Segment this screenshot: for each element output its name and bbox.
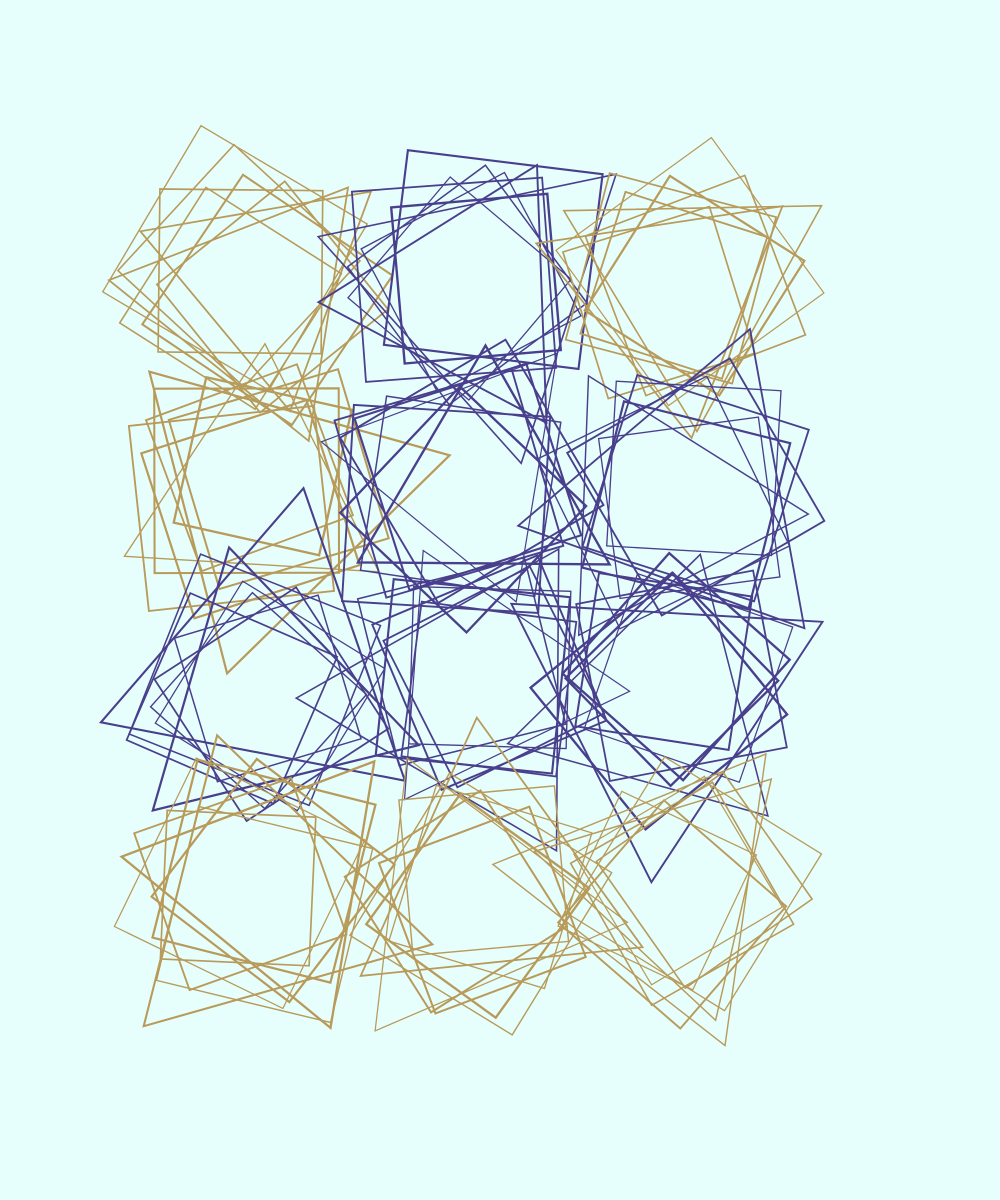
square-outline [536,375,791,630]
square-outline [583,174,806,398]
shape-cluster-r4-c2 [343,715,645,1036]
shape-cluster-r3-c3 [506,551,825,885]
triangle-outline [534,205,784,440]
triangle-outline [491,752,767,1047]
shape-cluster-r1-c1 [101,124,394,443]
triangle-outline [533,778,773,1022]
square-outline [157,188,324,355]
triangle-outline [142,733,435,1028]
triangle-outline [107,186,350,443]
square-outline [333,367,565,599]
shape-cluster-r2-c3 [516,327,826,637]
triangle-outline [506,552,769,817]
triangle-outline [359,715,645,977]
square-outline [360,171,582,394]
shape-cluster-r4-c1 [113,733,435,1031]
square-outline [555,136,825,407]
square-outline [139,398,361,620]
square-outline [151,758,377,984]
square-outline [606,380,782,557]
square-outline [575,569,788,783]
shape-cluster-r3-c1 [98,486,421,823]
square-outline [574,571,754,752]
square-outline [349,772,613,1036]
square-outline [382,149,604,371]
square-outline [101,124,369,392]
square-outline [340,403,552,615]
square-outline [154,580,386,812]
square-outline [356,556,567,767]
square-outline [566,756,823,1012]
shape-cluster-r1-c3 [534,136,825,440]
square-outline [563,571,780,788]
triangle-outline [516,327,806,630]
shape-cluster-r2-c1 [123,342,452,676]
square-outline [584,174,807,397]
square-outline [127,404,336,613]
shape-cluster-r1-c2 [316,149,618,465]
square-outline [125,591,339,805]
triangle-outline [151,545,421,812]
triangle-outline [562,204,823,433]
square-outline [113,757,366,1010]
square-outline [343,789,569,1014]
square-outline [528,571,789,831]
square-outline [144,363,355,573]
triangle-outline [294,547,560,853]
square-outline [580,400,792,611]
square-outline [173,594,362,783]
square-outline [569,781,795,1007]
square-outline [153,586,390,823]
square-outline [556,798,788,1030]
square-outline [128,553,382,807]
square-outline [140,173,394,427]
square-outline [583,572,794,783]
square-outline [597,416,781,600]
triangle-outline [374,757,629,1032]
square-outline [347,176,573,401]
square-outline [408,585,572,750]
triangle-outline [316,163,548,425]
square-outline [116,143,362,388]
square-outline [389,192,563,365]
square-outline [398,785,570,957]
square-outline [338,384,588,635]
square-outline [400,600,578,778]
square-outline [350,176,558,383]
shape-cluster-r4-c3 [491,752,823,1047]
square-outline [388,784,593,990]
square-outline [564,172,778,385]
square-outline [346,164,588,406]
triangle-outline [320,352,559,604]
square-outline [153,387,341,575]
square-outline [572,775,784,986]
square-outline [133,776,348,992]
triangle-outline [123,342,380,573]
triangle-outline [147,370,452,676]
square-outline [374,578,572,775]
square-outline [595,771,814,990]
triangle-outline [119,759,376,1031]
triangle-outline [98,486,407,783]
square-outline [579,190,769,380]
triangle-outline [509,602,825,885]
